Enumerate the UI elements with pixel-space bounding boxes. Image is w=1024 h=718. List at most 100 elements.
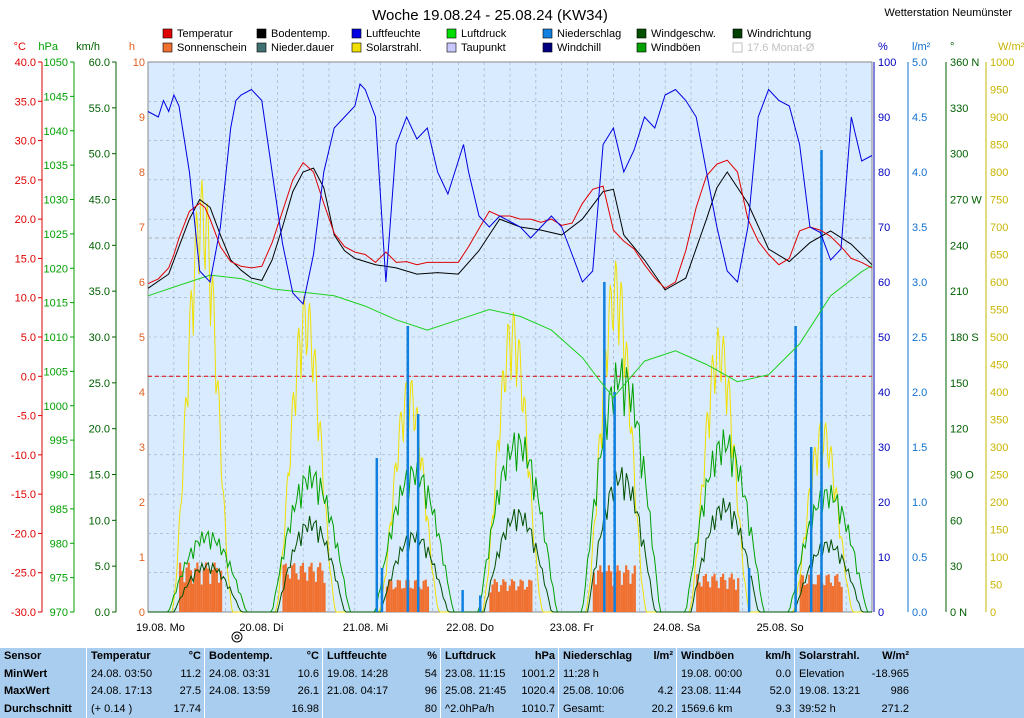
stats-column-title: Niederschlag xyxy=(563,650,633,662)
sunshine-bar xyxy=(504,581,507,612)
stats-cell-info: 25.08. 10:06 xyxy=(563,685,625,697)
tick-label-left: 10.0 xyxy=(89,515,110,527)
sunshine-bar xyxy=(400,588,404,612)
tick-label-left: 25.0 xyxy=(15,175,36,187)
sunshine-bar xyxy=(597,570,600,612)
sunshine-bar xyxy=(513,581,516,612)
tick-label-left: 985 xyxy=(50,504,68,516)
tick-label-left: 6 xyxy=(139,277,145,289)
tick-label-right: 2.0 xyxy=(912,387,927,399)
tick-label-right: 1.0 xyxy=(912,497,927,509)
sunshine-bar xyxy=(528,579,531,612)
sunshine-bar xyxy=(213,562,216,612)
tick-label-right: 950 xyxy=(990,85,1008,97)
sunshine-bar xyxy=(829,582,832,612)
sunshine-bar xyxy=(409,587,412,612)
sunshine-bar xyxy=(840,586,843,612)
grid xyxy=(148,62,872,612)
tick-label-left: -20.0 xyxy=(11,528,36,540)
tick-label-right: 1000 xyxy=(990,57,1014,69)
sunshine-bar xyxy=(523,589,526,612)
sunshine-bar xyxy=(814,584,817,612)
stats-cell-row: 24.08. 13:59 26.1 xyxy=(209,683,319,700)
stats-cell-info: ^2.0hPa/h xyxy=(445,702,495,715)
sunshine-bar xyxy=(187,562,190,612)
scroll-marker[interactable] xyxy=(231,631,243,643)
sunshine-bar xyxy=(812,584,815,612)
tick-label-left: 990 xyxy=(50,470,68,482)
sunshine-bar xyxy=(306,580,309,612)
stats-column-header: Windböen km/h xyxy=(681,648,791,665)
stats-cell-info: Gesamt: xyxy=(563,702,605,715)
stats-cell-row: 23.08. 11:44 52.0 xyxy=(681,683,791,700)
sunshine-bar xyxy=(297,579,300,612)
legend-label: Taupunkt xyxy=(461,42,506,54)
stats-cell-info: 39:52 h xyxy=(799,702,836,715)
sunshine-bar xyxy=(411,588,414,612)
sunshine-bar xyxy=(508,585,511,612)
tick-label-left: 970 xyxy=(50,607,68,619)
sunshine-bar xyxy=(398,580,402,612)
sunshine-bar xyxy=(609,571,613,612)
sunshine-bar xyxy=(179,562,182,612)
precipitation-bar xyxy=(747,568,751,612)
chart-title: Woche 19.08.24 - 25.08.24 (KW34) xyxy=(372,7,608,24)
sunshine-bar xyxy=(696,574,699,612)
sunshine-bar xyxy=(709,587,712,612)
tick-label-left: 40.0 xyxy=(89,240,110,252)
stats-column: Temperatur °C 24.08. 03:50 11.2 24.08. 17:13… xyxy=(86,648,205,718)
stats-cell-row: 24.08. 03:31 10.6 xyxy=(209,666,319,683)
stats-cell-info: 11:28 h xyxy=(563,667,599,680)
sunshine-bar xyxy=(392,589,395,612)
sunshine-bar xyxy=(816,574,820,612)
tick-label-right: 40 xyxy=(878,387,890,399)
sunshine-bar xyxy=(700,586,703,612)
stats-column-unit: % xyxy=(427,650,437,662)
sunshine-bar xyxy=(314,581,317,612)
axes: °C40.035.030.025.020.015.010.05.00.0-5.0… xyxy=(11,41,1024,619)
stats-cell-info: 19.08. 14:28 xyxy=(327,667,389,680)
tick-label-right: 30 xyxy=(950,561,962,573)
sunshine-bar xyxy=(211,569,214,612)
tick-label-right: 150 xyxy=(990,525,1008,537)
stats-cell-value: 986 xyxy=(890,685,909,697)
stats-row-label: Durchschnitt xyxy=(4,702,72,715)
stats-column-header: Niederschlag l/m² xyxy=(563,648,673,665)
stats-cell-info: Elevation xyxy=(799,667,845,680)
legend-swatch xyxy=(351,42,362,53)
tick-label-right: 650 xyxy=(990,250,1008,262)
tick-label-left: 3 xyxy=(139,442,145,454)
stats-column-unit: km/h xyxy=(765,650,791,662)
sunshine-bar xyxy=(808,574,811,612)
stats-column-unit: °C xyxy=(188,650,201,662)
tick-label-right: 700 xyxy=(990,222,1008,234)
tick-label-right: 20 xyxy=(878,497,890,509)
x-tick-label: 22.08. Do xyxy=(446,622,494,634)
stats-cell-value: 271.2 xyxy=(881,702,909,715)
sunshine-bar xyxy=(181,571,184,612)
sunshine-bar xyxy=(823,585,826,612)
weather-chart: Woche 19.08.24 - 25.08.24 (KW34) Wetters… xyxy=(10,7,1024,643)
stats-cell-value: 20.2 xyxy=(651,702,673,715)
tick-label-left: 5.0 xyxy=(95,561,110,573)
stats-column-title: Temperatur xyxy=(91,650,151,662)
legend: Temperatur Bodentemp. Luftfeuchte Luftdruck… xyxy=(162,28,815,54)
tick-label-left: 1010 xyxy=(44,332,68,344)
stats-cell-info: 19.08. 00:00 xyxy=(681,667,743,680)
tick-label-left: -25.0 xyxy=(11,568,36,580)
legend-label: Solarstrahl. xyxy=(366,42,422,54)
legend-label: Luftfeuchte xyxy=(366,28,420,40)
sunshine-bar xyxy=(616,565,619,612)
sunshine-bar xyxy=(308,566,311,612)
sunshine-bar xyxy=(426,586,430,612)
tick-label-left: 40.0 xyxy=(15,57,36,69)
tick-label-right: 3.5 xyxy=(912,222,927,234)
stats-column-title: Solarstrahl. xyxy=(799,650,860,662)
tick-label-left: 1025 xyxy=(44,229,68,241)
stats-column-header: Temperatur °C xyxy=(91,648,201,665)
stats-column-header: Luftfeuchte% xyxy=(327,648,437,665)
chart-marks xyxy=(147,82,873,613)
tick-label-left: 5.0 xyxy=(21,332,36,344)
sunshine-bar xyxy=(215,567,218,612)
sunshine-bar xyxy=(291,565,294,612)
